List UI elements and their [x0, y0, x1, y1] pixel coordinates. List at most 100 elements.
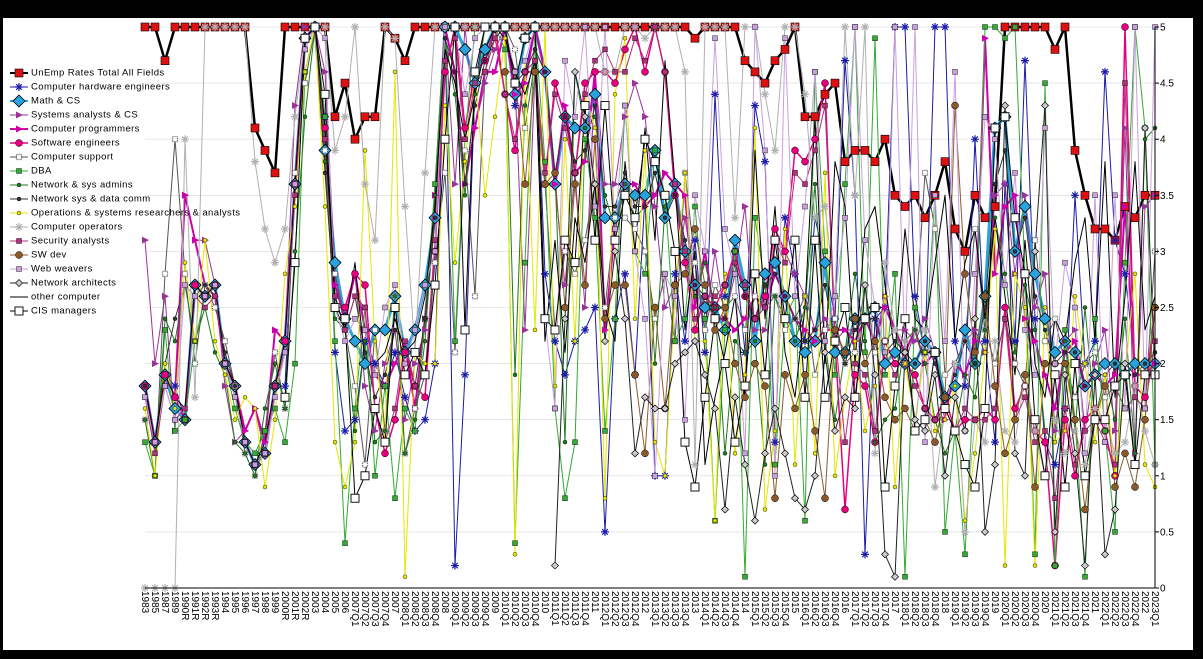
marker	[541, 269, 549, 278]
marker	[458, 42, 472, 57]
marker	[431, 23, 439, 31]
x-tick-label: 2014	[739, 591, 750, 614]
marker	[691, 259, 699, 266]
marker	[461, 23, 469, 31]
marker	[420, 22, 430, 32]
marker	[421, 168, 429, 177]
marker	[410, 22, 420, 32]
marker	[961, 415, 969, 424]
marker	[601, 304, 609, 311]
marker	[391, 415, 399, 424]
marker	[761, 157, 769, 166]
marker	[172, 406, 178, 411]
marker	[931, 438, 939, 446]
marker	[432, 361, 438, 366]
marker	[670, 246, 680, 256]
marker	[921, 325, 929, 334]
marker	[400, 56, 410, 65]
marker	[152, 450, 158, 457]
marker	[712, 293, 718, 299]
marker	[1018, 199, 1032, 214]
marker	[892, 484, 898, 490]
marker	[1011, 415, 1019, 424]
marker	[1121, 359, 1129, 368]
x-tick-label: 2021	[1089, 591, 1100, 614]
marker	[330, 112, 340, 122]
marker	[1102, 428, 1108, 434]
marker	[1042, 125, 1048, 131]
marker	[722, 271, 728, 277]
marker	[981, 438, 989, 447]
marker	[591, 135, 599, 143]
x-tick-label: 2019	[989, 591, 1000, 614]
marker	[432, 248, 438, 255]
marker	[142, 394, 148, 400]
marker	[532, 327, 538, 333]
marker	[420, 370, 430, 380]
marker	[762, 147, 768, 154]
x-tick-label: 2018Q3	[919, 591, 930, 627]
marker	[452, 35, 458, 41]
marker	[482, 58, 488, 63]
marker	[560, 235, 570, 245]
marker	[821, 202, 829, 211]
marker	[562, 281, 569, 289]
marker	[850, 392, 860, 402]
marker	[292, 192, 298, 199]
marker	[682, 316, 688, 322]
marker	[671, 23, 679, 31]
marker	[1031, 237, 1039, 244]
marker	[732, 271, 738, 277]
marker	[711, 90, 719, 99]
x-tick-label: 2010Q2	[509, 591, 520, 627]
marker	[941, 471, 949, 480]
marker	[1038, 312, 1052, 326]
marker	[242, 439, 248, 445]
marker	[202, 237, 208, 243]
marker	[292, 249, 298, 254]
legend-label: SW dev	[31, 250, 67, 261]
marker	[861, 550, 869, 559]
marker	[900, 314, 910, 324]
marker	[412, 428, 418, 434]
marker	[1090, 415, 1100, 425]
marker	[422, 316, 428, 321]
x-tick-label: 2016Q1	[799, 591, 810, 627]
marker	[592, 57, 598, 64]
marker	[1101, 550, 1109, 559]
x-tick-label: 1992R	[199, 591, 210, 620]
marker	[1132, 271, 1138, 277]
marker	[1070, 359, 1080, 369]
marker	[701, 23, 709, 31]
marker	[202, 293, 208, 299]
marker	[1071, 426, 1079, 435]
marker	[920, 213, 930, 223]
marker	[351, 270, 359, 278]
marker	[1048, 345, 1062, 359]
marker	[802, 305, 808, 310]
marker	[442, 36, 448, 41]
marker	[891, 359, 899, 368]
marker	[790, 235, 800, 245]
marker	[350, 493, 360, 503]
marker	[722, 327, 728, 333]
marker	[751, 293, 759, 300]
legend-label: Computer programmers	[31, 124, 140, 135]
marker	[272, 394, 278, 400]
marker	[772, 473, 778, 479]
marker	[1042, 428, 1048, 434]
marker	[482, 193, 488, 198]
marker	[871, 349, 879, 356]
marker	[180, 22, 190, 32]
marker	[931, 23, 939, 31]
marker	[762, 326, 769, 334]
marker	[971, 348, 979, 357]
marker	[680, 22, 690, 32]
marker	[1002, 203, 1009, 211]
marker	[442, 103, 448, 108]
x-tick-label: 2010Q1	[499, 591, 510, 627]
marker	[852, 271, 858, 277]
marker	[181, 270, 189, 277]
legend-label: other computer	[31, 292, 101, 303]
